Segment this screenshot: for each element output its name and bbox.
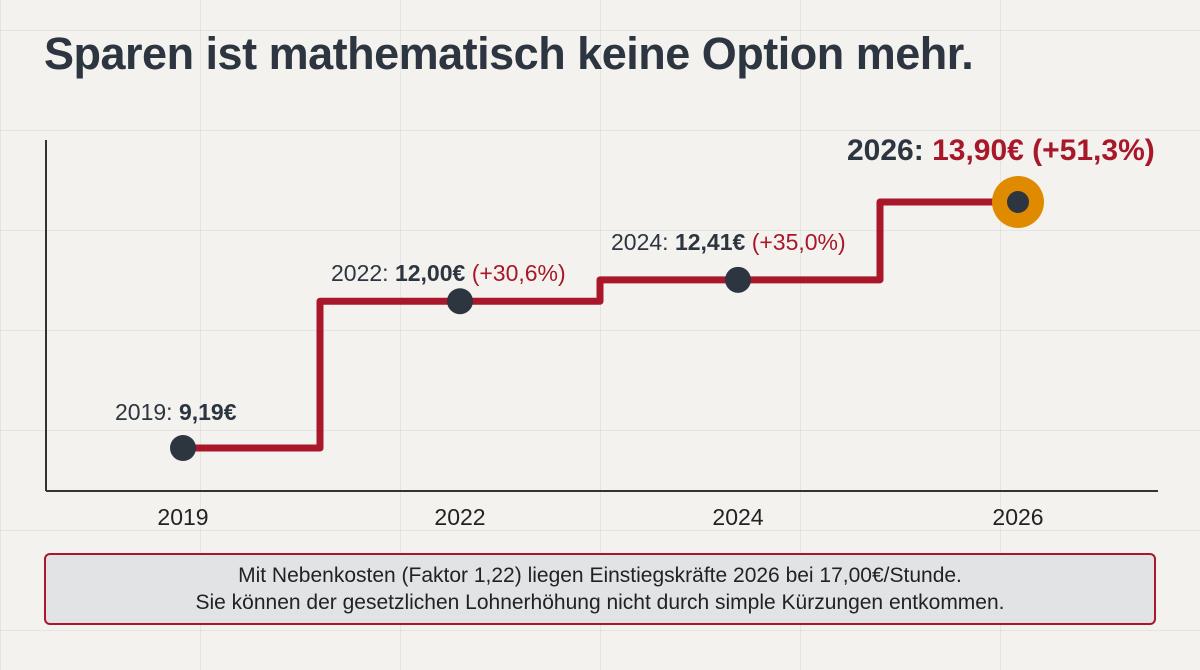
x-tick-label-2019: 2019 — [157, 504, 208, 530]
callout-line-1: Mit Nebenkosten (Faktor 1,22) liegen Ein… — [238, 564, 962, 587]
step-line-chart: 2019 2022 2024 2026 2019: 9,19€ 2022: 12,00€ … — [45, 134, 1158, 530]
data-label-2024: 2024: 12,41€ (+35,0%) — [611, 229, 846, 255]
data-point-2022 — [447, 288, 473, 315]
x-tick-label-2022: 2022 — [434, 504, 485, 530]
x-tick-label-2024: 2024 — [712, 504, 763, 530]
series-step-line — [183, 198, 1018, 452]
callout-line-2: Sie können der gesetzlichen Lohnerhöhung… — [195, 591, 1005, 614]
data-label-2026: 2026: 13,90€ (+51,3%) — [847, 134, 1155, 167]
data-point-2026 — [1007, 191, 1029, 213]
x-tick-label-2026: 2026 — [992, 504, 1043, 530]
data-point-2024 — [725, 266, 751, 293]
data-label-2022: 2022: 12,00€ (+30,6%) — [331, 260, 566, 286]
data-point-2019 — [170, 435, 196, 461]
page-title: Sparen ist mathematisch keine Option meh… — [44, 28, 974, 79]
info-callout: Mit Nebenkosten (Faktor 1,22) liegen Ein… — [44, 553, 1156, 625]
data-label-2019: 2019: 9,19€ — [115, 399, 237, 425]
